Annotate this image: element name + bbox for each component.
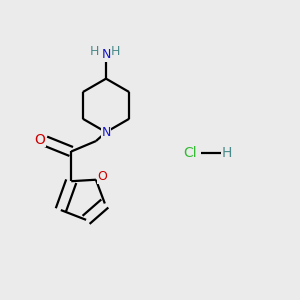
Text: H: H bbox=[222, 146, 232, 160]
Text: N: N bbox=[101, 126, 111, 139]
Text: O: O bbox=[34, 133, 46, 147]
Text: H: H bbox=[89, 45, 99, 58]
Text: N: N bbox=[101, 48, 111, 62]
Text: O: O bbox=[98, 170, 107, 183]
Text: H: H bbox=[111, 45, 120, 58]
Text: Cl: Cl bbox=[183, 146, 197, 160]
